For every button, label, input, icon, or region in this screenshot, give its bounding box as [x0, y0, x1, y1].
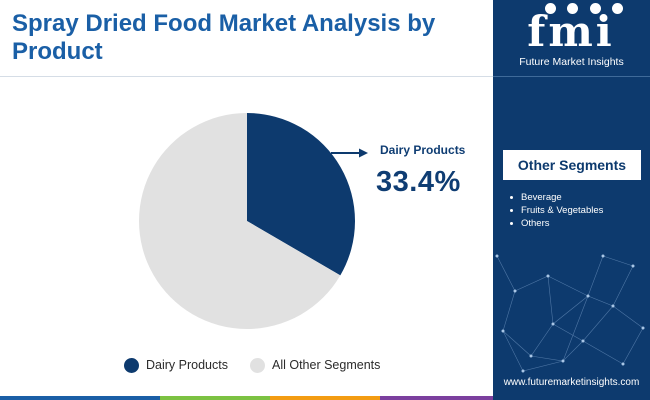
other-segments-list: Beverage Fruits & Vegetables Others	[507, 191, 603, 230]
logo-dot-icon	[544, 3, 556, 14]
logo-dot-icon	[612, 3, 624, 14]
bottom-bar-blue	[0, 396, 160, 400]
bottom-color-bar	[0, 396, 493, 400]
chart-legend: Dairy Products All Other Segments	[124, 356, 402, 374]
sidebar-divider	[493, 76, 650, 77]
segment-item-fruits-vegetables: Fruits & Vegetables	[507, 204, 603, 217]
fmi-logo: fmi Future Market Insights	[493, 0, 650, 76]
legend-item-dairy-products: Dairy Products	[124, 357, 228, 373]
logo-dot-icon	[589, 3, 601, 14]
website-url: www.futuremarketinsights.com	[503, 377, 640, 388]
segment-item-beverage: Beverage	[507, 191, 603, 204]
callout-arrow	[331, 148, 368, 158]
legend-swatch-all-other-segments	[249, 357, 265, 373]
bottom-bar-green	[160, 396, 270, 400]
legend-label-dairy-products: Dairy Products	[146, 358, 228, 372]
segment-item-others: Others	[507, 217, 603, 230]
page-title: Spray Dried Food Market Analysis by Prod…	[12, 10, 436, 65]
legend-label-all-other-segments: All Other Segments	[271, 358, 381, 372]
other-segments-title: Other Segments	[517, 157, 627, 173]
callout-value: 33.4%	[376, 166, 461, 198]
pie-slice-all-other-segments	[139, 113, 341, 329]
title-divider	[0, 76, 493, 77]
logo-icons	[539, 3, 629, 17]
bottom-bar-purple	[380, 396, 493, 400]
logo-dot-icon	[567, 3, 579, 14]
network-graphic	[495, 254, 645, 373]
logo-caption: Future Market Insights	[519, 56, 624, 68]
callout-label: Dairy Products	[380, 143, 466, 157]
sidebar: fmi Future Market Insights Other Segment…	[493, 0, 650, 400]
logo-mark: fmi	[527, 7, 615, 56]
legend-item-all-other-segments: All Other Segments	[249, 357, 381, 373]
pie-slice-dairy-products	[247, 113, 356, 276]
legend-swatch-dairy-products	[124, 357, 139, 373]
bottom-bar-orange	[270, 396, 380, 400]
other-segments-heading: Other Segments	[503, 150, 641, 180]
